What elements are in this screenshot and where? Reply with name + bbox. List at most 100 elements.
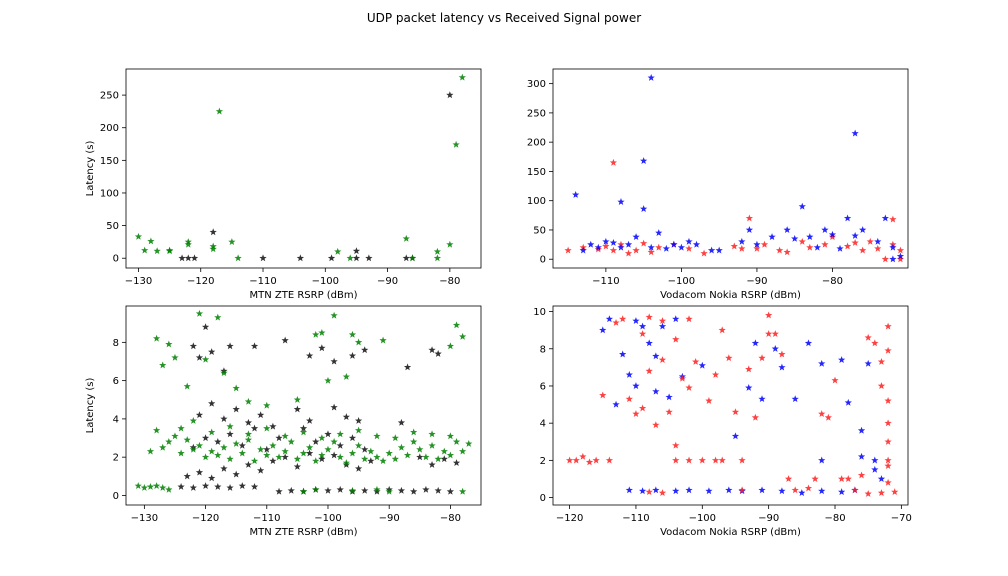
data-point-black [306, 351, 314, 359]
data-point-green [408, 254, 417, 262]
data-point-green [281, 447, 289, 455]
data-point-green [232, 384, 240, 392]
data-point-green [354, 441, 363, 449]
data-point-blue [857, 426, 866, 434]
data-point-black [352, 254, 361, 262]
y-tick-label: 2 [540, 456, 546, 467]
data-point-red [884, 346, 892, 354]
data-point-black [226, 430, 234, 438]
plot-area [564, 73, 905, 263]
data-point-black [330, 403, 338, 411]
data-point-red [821, 240, 829, 248]
data-point-green [146, 447, 155, 455]
data-point-black [318, 344, 326, 352]
data-point-black [336, 485, 344, 493]
data-point-red [884, 456, 892, 464]
data-point-black [214, 438, 222, 445]
data-point-black [232, 405, 240, 413]
data-point-black [178, 254, 186, 262]
y-tick-label: 200 [100, 123, 119, 134]
data-point-red [638, 330, 647, 337]
data-point-green [373, 432, 381, 440]
data-point-blue [836, 244, 844, 252]
data-point-red [624, 249, 633, 257]
data-point-green [459, 332, 467, 340]
data-point-red [859, 246, 867, 254]
data-point-blue [645, 339, 653, 347]
data-point-red [884, 397, 892, 404]
x-tick-label: −110 [253, 513, 280, 524]
data-point-green [159, 361, 167, 369]
data-point-green [244, 436, 253, 444]
data-point-blue [685, 486, 693, 494]
data-point-blue [738, 237, 746, 245]
data-point-blue [617, 198, 625, 205]
y-tick-label: 200 [527, 138, 546, 149]
data-point-green [234, 254, 242, 262]
data-point-green [459, 487, 467, 495]
data-point-green [228, 238, 236, 245]
data-point-blue [877, 475, 886, 483]
data-point-blue [625, 371, 633, 378]
chart-top-left: −130 −120 −110 −100 −90 −80 0 50 100 150 200 250 MTN… [85, 68, 482, 301]
data-point-black [446, 487, 455, 495]
data-point-blue [851, 129, 859, 137]
data-point-blue [798, 202, 806, 210]
data-point-red [896, 246, 905, 254]
data-point-blue [640, 205, 648, 212]
data-point-green [318, 451, 326, 459]
data-point-green [440, 447, 448, 455]
data-point-black [342, 413, 350, 421]
data-point-green [312, 485, 320, 493]
data-point-red [811, 475, 819, 483]
data-point-black [238, 482, 246, 489]
data-point-green [446, 432, 455, 440]
data-point-red [884, 437, 892, 445]
x-axis-label: MTN ZTE RSRP (dBm) [249, 290, 357, 301]
data-point-green [208, 428, 216, 436]
data-point-black [367, 457, 375, 465]
data-point-red [838, 475, 846, 483]
data-point-green [391, 455, 399, 463]
chart-top-right: −110 −100 −90 −80 0 50 100 150 200 250 300 Vodacom … [527, 68, 909, 301]
data-point-green [134, 232, 143, 240]
data-point-black [250, 424, 259, 432]
data-point-green [177, 424, 185, 432]
data-point-blue [857, 452, 866, 460]
data-point-blue [715, 246, 723, 254]
data-point-red [828, 233, 837, 241]
data-point-green [379, 336, 387, 344]
data-point-blue [632, 233, 640, 241]
figure-suptitle: UDP packet latency vs Received Signal po… [367, 11, 641, 25]
y-tick-label: 10 [533, 307, 546, 318]
data-point-red [783, 248, 791, 256]
data-point-blue [685, 237, 693, 245]
data-point-blue [731, 432, 740, 440]
y-tick-label: 8 [540, 344, 546, 355]
x-tick-label: −80 [440, 513, 461, 524]
data-point-green [299, 487, 308, 495]
data-point-black [250, 483, 259, 490]
data-point-red [700, 249, 708, 257]
data-point-red [884, 462, 892, 470]
data-point-blue [640, 157, 648, 164]
data-point-green [434, 455, 442, 463]
data-point-green [342, 459, 350, 466]
data-point-black [306, 449, 314, 457]
data-point-green [330, 438, 338, 445]
axes-frame [125, 68, 482, 269]
data-point-red [645, 488, 653, 496]
data-point-black [354, 417, 363, 424]
data-point-green [299, 449, 308, 457]
data-point-green [318, 328, 326, 336]
data-point-blue [632, 382, 640, 390]
data-point-black [428, 346, 436, 354]
data-point-red [698, 456, 706, 464]
data-point-green [263, 424, 271, 432]
data-point-green [250, 457, 259, 465]
data-point-green [171, 432, 179, 440]
data-point-green [159, 443, 167, 451]
data-point-black [361, 445, 369, 453]
data-point-black [299, 424, 308, 432]
data-point-black [306, 417, 314, 424]
